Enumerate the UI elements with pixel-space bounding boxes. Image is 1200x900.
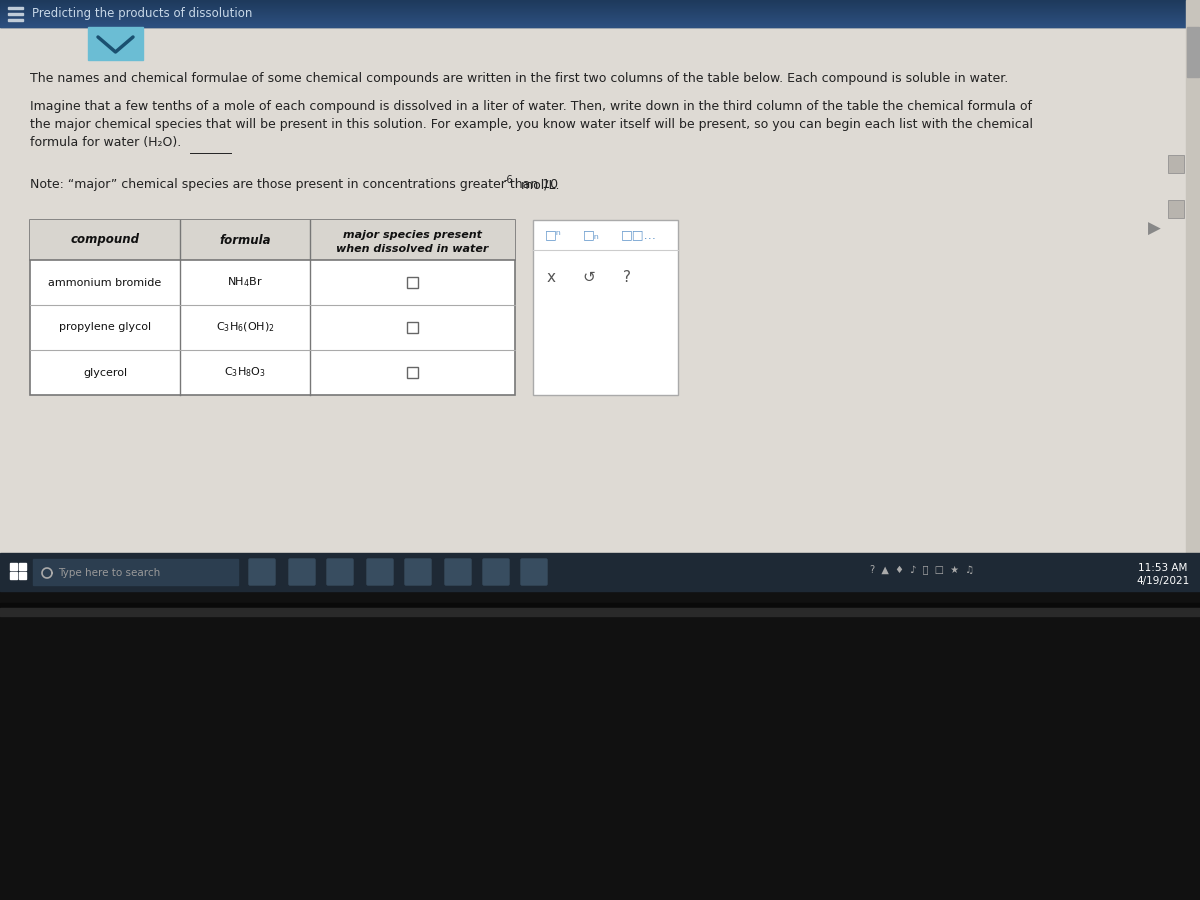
Text: -6: -6 [504,175,514,185]
Bar [0,23,1200,24]
Text: C$_3$H$_8$O$_3$: C$_3$H$_8$O$_3$ [224,365,266,380]
Text: ammonium bromide: ammonium bromide [48,277,162,287]
Bar [1168,155,1184,173]
Text: mol/L.: mol/L. [517,178,559,191]
Bar [0,11,1200,12]
Text: The names and chemical formulae of some chemical compounds are written in the fi: The names and chemical formulae of some … [30,72,1008,85]
Bar [0,1,1200,2]
Text: □ⁿ: □ⁿ [545,228,562,241]
FancyBboxPatch shape [289,559,314,585]
Bar [30,220,515,260]
FancyBboxPatch shape [521,559,547,585]
Text: propylene glycol: propylene glycol [59,322,151,332]
Bar [1187,27,1199,77]
Bar [0,17,1200,18]
Text: glycerol: glycerol [83,367,127,377]
Bar [0,10,1200,11]
Text: formula for water (H₂O).: formula for water (H₂O). [30,136,181,149]
FancyBboxPatch shape [367,559,394,585]
Text: 4/19/2021: 4/19/2021 [1136,576,1189,586]
Bar [0,6,1200,7]
Text: C$_3$H$_6$(OH)$_2$: C$_3$H$_6$(OH)$_2$ [216,320,275,334]
Bar [34,559,238,585]
Bar [0,4,1200,5]
Text: □□…: □□… [622,228,658,241]
Text: Type here to search: Type here to search [58,568,161,578]
FancyBboxPatch shape [250,559,275,585]
Text: NH$_4$Br: NH$_4$Br [227,275,263,290]
FancyBboxPatch shape [482,559,509,585]
Bar [0,22,1200,23]
Text: ?: ? [623,270,631,285]
Bar [0,14,1200,15]
Text: when dissolved in water: when dissolved in water [336,244,488,254]
Bar [0,19,1200,20]
Bar [0,18,1200,19]
Bar [8,13,23,15]
Bar [0,0,1200,560]
Bar [0,9,1200,10]
Bar [0,3,1200,4]
Bar [0,26,1200,27]
Bar [0,12,1200,13]
Text: formula: formula [220,233,271,247]
Bar [0,20,1200,21]
Bar [8,7,23,9]
Bar [10,572,17,579]
Bar [0,2,1200,3]
Bar [407,367,418,378]
Bar [10,563,17,570]
Bar [0,8,1200,9]
Bar [1186,0,1200,560]
Bar [0,608,1200,616]
Bar [0,24,1200,25]
Bar [0,13,1200,14]
FancyBboxPatch shape [406,559,431,585]
Bar [0,0,1200,1]
Text: Note: “major” chemical species are those present in concentrations greater than : Note: “major” chemical species are those… [30,178,558,191]
Text: x: x [546,270,556,285]
Text: major species present: major species present [343,230,482,240]
Bar [30,220,515,395]
Text: ?  ▲  ♦  ♪  ⎙  □  ★  ♫: ? ▲ ♦ ♪ ⎙ □ ★ ♫ [870,564,974,574]
Bar [1168,200,1184,218]
Bar [0,16,1200,17]
Bar [0,553,1200,591]
Bar [0,608,1200,900]
Text: ▶: ▶ [1148,220,1160,238]
Bar [19,572,26,579]
Bar [0,0,1200,27]
Bar [407,277,418,288]
Text: 11:53 AM: 11:53 AM [1139,563,1188,573]
Bar [8,19,23,21]
Bar [19,563,26,570]
Bar [407,322,418,333]
Text: □ₙ: □ₙ [583,228,600,241]
Bar [0,21,1200,22]
FancyBboxPatch shape [445,559,470,585]
Bar [0,15,1200,16]
Bar [533,220,678,395]
Text: Imagine that a few tenths of a mole of each compound is dissolved in a liter of : Imagine that a few tenths of a mole of e… [30,100,1032,113]
Bar [88,27,143,60]
FancyBboxPatch shape [326,559,353,585]
Bar [0,25,1200,26]
Bar [0,5,1200,6]
Text: compound: compound [71,233,139,247]
Text: Predicting the products of dissolution: Predicting the products of dissolution [32,7,252,20]
Text: ↺: ↺ [583,270,595,285]
Bar [0,7,1200,8]
Text: the major chemical species that will be present in this solution. For example, y: the major chemical species that will be … [30,118,1033,131]
